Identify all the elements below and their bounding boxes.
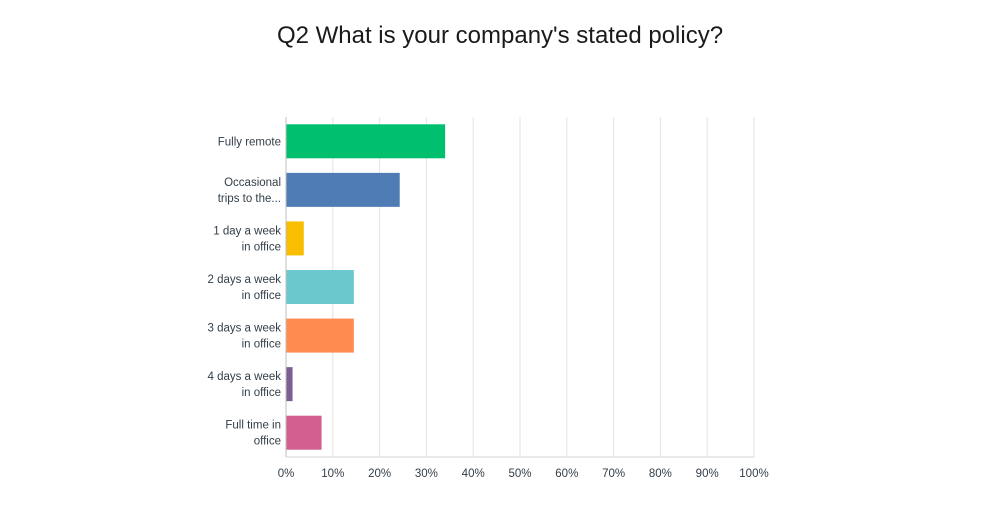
category-label: 4 days a week in office — [207, 371, 281, 399]
category-label: Fully remote — [218, 136, 281, 148]
x-tick-label: 60% — [555, 468, 578, 480]
bar — [286, 270, 354, 304]
x-tick-labels: 0% 10% 20% 30% 40% 50% 60% 70% 80% 90% 100% — [278, 468, 769, 480]
x-tick-label: 10% — [321, 468, 344, 480]
x-tick-label: 70% — [602, 468, 625, 480]
x-tick-label: 30% — [415, 468, 438, 480]
category-label: 3 days a week in office — [207, 323, 281, 351]
bar — [286, 318, 354, 353]
bars — [286, 124, 446, 450]
category-label: Occasional trips to the... — [218, 177, 281, 205]
category-label: 1 day a week in office — [213, 225, 281, 253]
x-tick-label: 0% — [278, 468, 295, 480]
bar — [286, 172, 400, 207]
x-tick-label: 80% — [649, 468, 672, 480]
x-tick-label: 40% — [462, 468, 485, 480]
bar — [286, 221, 304, 256]
category-labels: Fully remote Occasional trips to the... 1 d… — [207, 136, 281, 447]
x-tick-label: 50% — [508, 468, 531, 480]
bar — [286, 367, 293, 402]
grid-lines — [286, 117, 755, 458]
x-tick-label: 90% — [696, 468, 719, 480]
chart-title: Q2 What is your company's stated policy? — [276, 22, 724, 49]
bar — [286, 124, 446, 159]
x-tick-label: 100% — [739, 468, 768, 480]
bar — [286, 415, 322, 450]
category-label: Full time in office — [225, 420, 281, 448]
x-tick-label: 20% — [368, 468, 391, 480]
category-label: 2 days a week in office — [207, 274, 281, 302]
